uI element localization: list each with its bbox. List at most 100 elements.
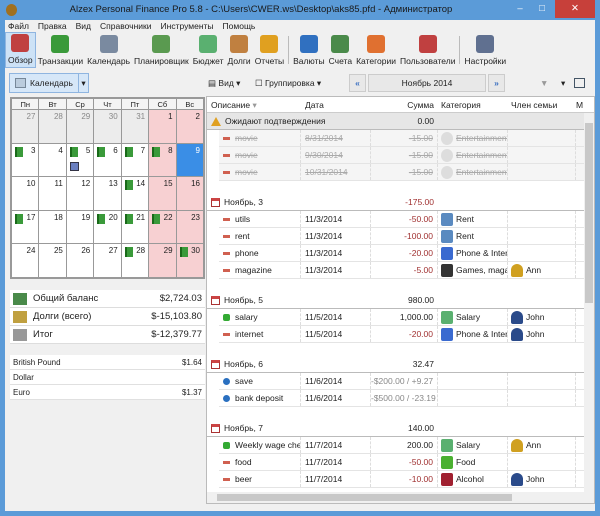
- column-more[interactable]: М: [576, 100, 584, 110]
- transaction-row[interactable]: utils 11/3/2014 -50.00 Rent: [219, 211, 594, 228]
- toolbar-button-overview[interactable]: Обзор: [5, 32, 36, 68]
- calendar-day[interactable]: 30: [175, 243, 205, 278]
- toolbar-button-chart[interactable]: Отчеты: [253, 32, 286, 68]
- filter-dropdown[interactable]: ▾: [561, 78, 566, 88]
- menu-item[interactable]: Правка: [37, 21, 67, 31]
- maximize-button[interactable]: □: [539, 3, 545, 14]
- toolbar-button-hierarchy[interactable]: Категории: [354, 32, 398, 68]
- calendar-day[interactable]: 27: [10, 109, 40, 144]
- transaction-row[interactable]: bank deposit 11/6/2014 -$500.00 / -23.19: [219, 390, 594, 407]
- group-row[interactable]: Ноябрь, 5 980.00: [207, 292, 594, 309]
- column-description[interactable]: Описание ▾: [211, 100, 257, 110]
- calendar-day[interactable]: 18: [38, 209, 67, 244]
- filter-icon[interactable]: ▼: [540, 78, 549, 88]
- calendar-day[interactable]: 15: [148, 176, 177, 211]
- transaction-row[interactable]: movie 10/31/2014 -15.00 Entertainment: [219, 164, 594, 181]
- chevron-down-icon[interactable]: ▾: [78, 74, 88, 92]
- scrollbar-thumb[interactable]: [217, 494, 512, 501]
- calendar-day[interactable]: 2: [175, 109, 205, 144]
- column-category[interactable]: Категория: [441, 99, 481, 110]
- calendar-day[interactable]: 4: [38, 142, 67, 177]
- menu-item[interactable]: Инструменты: [160, 21, 214, 31]
- prev-period-button[interactable]: «: [349, 74, 366, 92]
- menu-item[interactable]: Файл: [8, 21, 29, 31]
- calendar-day[interactable]: 25: [38, 243, 67, 278]
- calendar-day[interactable]: 23: [175, 209, 205, 244]
- menu-item[interactable]: Вид: [75, 21, 92, 31]
- calendar-day[interactable]: 8: [148, 142, 177, 177]
- calendar-day[interactable]: 21: [120, 209, 150, 244]
- calendar-day[interactable]: 27: [93, 243, 122, 278]
- group-row[interactable]: Ноябрь, 6 32.47: [207, 356, 594, 373]
- debt-icon: [13, 310, 27, 323]
- calendar-day[interactable]: 9: [175, 142, 205, 177]
- scheduled-icon: [69, 161, 79, 171]
- calendar-day[interactable]: 5: [65, 142, 95, 177]
- column-sum[interactable]: Сумма: [407, 100, 434, 110]
- calendar-day[interactable]: 22: [148, 209, 177, 244]
- calendar-day[interactable]: 20: [93, 209, 122, 244]
- currency-row[interactable]: Euro $1.37: [10, 385, 205, 400]
- currency-row[interactable]: British Pound $1.64: [10, 355, 205, 370]
- calendar-day[interactable]: 19: [65, 209, 95, 244]
- toolbar-button-settings[interactable]: Настройки: [462, 32, 508, 68]
- calendar-day[interactable]: 14: [120, 176, 150, 211]
- calendar-day[interactable]: 6: [93, 142, 122, 177]
- calendar-day[interactable]: 28: [120, 243, 150, 278]
- grouping-dropdown[interactable]: ☐ Группировка ▾: [255, 78, 322, 88]
- transaction-row[interactable]: food 11/7/2014 -50.00 Food: [219, 454, 594, 471]
- transaction-row[interactable]: beer 11/7/2014 -10.00 Alcohol John: [219, 471, 594, 488]
- currency-row[interactable]: Dollar: [10, 370, 205, 385]
- calendar-day[interactable]: 16: [175, 176, 205, 211]
- calendar-day[interactable]: 30: [93, 109, 122, 144]
- calendar-day[interactable]: 31: [120, 109, 150, 144]
- view-dropdown[interactable]: ▤ Вид ▾: [208, 78, 241, 88]
- group-row[interactable]: Ноябрь, 7 140.00: [207, 420, 594, 437]
- close-button[interactable]: ✕: [555, 0, 595, 18]
- calendar-day[interactable]: 29: [148, 243, 177, 278]
- panel-toggle-icon[interactable]: [574, 78, 585, 88]
- calendar-day[interactable]: 28: [38, 109, 67, 144]
- calendar-day[interactable]: 29: [65, 109, 95, 144]
- toolbar-button-currency[interactable]: Валюты: [291, 32, 327, 68]
- calendar-day[interactable]: 10: [10, 176, 40, 211]
- toolbar-button-clock[interactable]: Планировщик: [132, 32, 191, 68]
- toolbar-button-calendar[interactable]: Календарь: [85, 32, 132, 68]
- transaction-row[interactable]: rent 11/3/2014 -100.00 Rent: [219, 228, 594, 245]
- transaction-row[interactable]: movie 8/31/2014 -15.00 Entertainment: [219, 130, 594, 147]
- calendar-day[interactable]: 11: [38, 176, 67, 211]
- day-number: 1: [168, 112, 173, 121]
- menu-item[interactable]: Помощь: [222, 21, 256, 31]
- minimize-button[interactable]: –: [517, 3, 523, 14]
- next-period-button[interactable]: »: [488, 74, 505, 92]
- toolbar-button-book[interactable]: Транзакции: [36, 32, 86, 68]
- toolbar-button-envelope[interactable]: Бюджет: [191, 32, 226, 68]
- menu-item[interactable]: Справочники: [100, 21, 152, 31]
- column-member[interactable]: Член семьи: [511, 99, 558, 110]
- calendar-day[interactable]: 26: [65, 243, 95, 278]
- transaction-row[interactable]: internet 11/5/2014-20.00 Phone & Internet J…: [219, 326, 594, 343]
- calendar-day[interactable]: 17: [10, 209, 40, 244]
- calendar-day[interactable]: 24: [10, 243, 40, 278]
- calendar-day[interactable]: 13: [93, 176, 122, 211]
- group-row[interactable]: Ожидают подтверждения 0.00: [207, 113, 594, 130]
- toolbar-button-money[interactable]: Счета: [327, 32, 354, 68]
- vertical-scrollbar[interactable]: [584, 113, 594, 493]
- calendar-day[interactable]: 1: [148, 109, 177, 144]
- scrollbar-thumb[interactable]: [585, 123, 593, 303]
- transaction-row[interactable]: phone 11/3/2014-20.00 Phone & Internet: [219, 245, 594, 262]
- calendar-day[interactable]: 12: [65, 176, 95, 211]
- calendar-day[interactable]: 7: [120, 142, 150, 177]
- toolbar-button-debt[interactable]: Долги: [225, 32, 252, 68]
- calendar-day[interactable]: 3: [10, 142, 40, 177]
- transaction-row[interactable]: movie 9/30/2014 -15.00 Entertainment: [219, 147, 594, 164]
- calendar-view-button[interactable]: Календарь ▾: [9, 73, 89, 93]
- transaction-row[interactable]: salary 11/5/2014 1,000.00 Salary John: [219, 309, 594, 326]
- toolbar-button-users[interactable]: Пользователи: [398, 32, 457, 68]
- group-row[interactable]: Ноябрь, 3 -175.00: [207, 194, 594, 211]
- transaction-row[interactable]: save 11/6/2014 -$200.00 / +9.27: [219, 373, 594, 390]
- transaction-row[interactable]: magazine 11/3/2014-5.00 Games, magazines An…: [219, 262, 594, 279]
- horizontal-scrollbar[interactable]: [207, 492, 594, 503]
- column-date[interactable]: Дата: [305, 100, 324, 110]
